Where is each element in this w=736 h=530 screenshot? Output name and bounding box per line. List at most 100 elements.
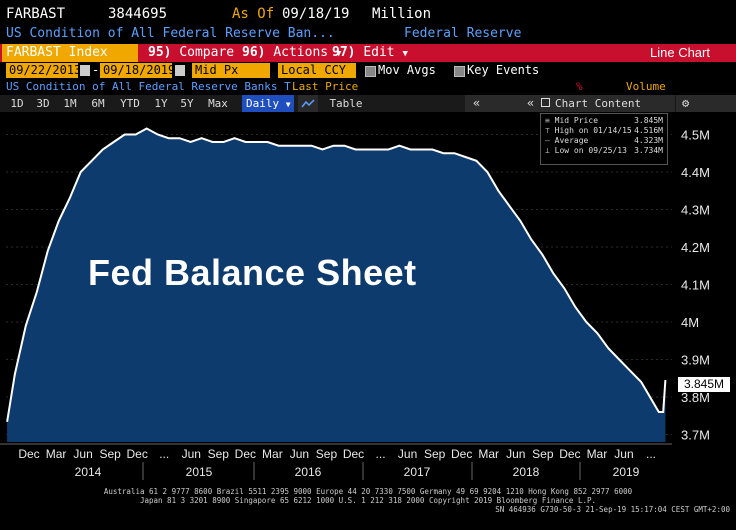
chart-legend: ≡ Mid Price 3.845M ⊤ High on 01/14/15 4.51… bbox=[540, 113, 668, 165]
edit-button[interactable]: 97) Edit ▼ bbox=[332, 44, 408, 62]
volume-label: Volume bbox=[626, 80, 666, 93]
y-axis: 3.7M 3.8M 3.9M 4M 4.1M 4.2M 4.3M 4.4M 4.5M bbox=[681, 128, 710, 443]
footer-session: SN 464936 G730-50-3 21-Sep-19 15:17:04 C… bbox=[495, 505, 730, 514]
key-events-label: Key Events bbox=[467, 63, 540, 77]
range-3d[interactable]: 3D bbox=[36, 97, 50, 110]
year-label: 2015 bbox=[186, 465, 213, 479]
start-date-field[interactable]: 09/22/2013 bbox=[6, 63, 81, 78]
series-description: US Condition of All Federal Reserve Bank… bbox=[6, 80, 311, 93]
frequency-dropdown-icon: ▼ bbox=[285, 100, 291, 109]
chart-overlay-title: Fed Balance Sheet bbox=[88, 252, 417, 293]
mov-avgs-checkbox[interactable] bbox=[365, 66, 376, 77]
x-tick-label: Jun bbox=[506, 447, 525, 461]
line-chart-icon[interactable] bbox=[298, 95, 318, 112]
controls-row: 09/22/2013 - 09/18/2019 Mid Px Local CCY… bbox=[0, 63, 736, 79]
x-tick-label: Sep bbox=[316, 447, 338, 461]
legend-low-value: 3.734M bbox=[634, 146, 663, 155]
collapse-left-icon[interactable]: « bbox=[473, 96, 481, 110]
chart-content-bar[interactable]: « « Chart Content bbox=[465, 95, 675, 112]
legend-high-value: 4.516M bbox=[634, 126, 663, 135]
y-tick-label: 4.1M bbox=[681, 278, 710, 293]
range-5y[interactable]: 5Y bbox=[180, 97, 194, 110]
legend-mid-price: ≡ Mid Price 3.845M bbox=[545, 116, 663, 125]
actions-dropdown-icon: ▼ bbox=[335, 49, 342, 59]
start-calendar-icon[interactable] bbox=[80, 65, 90, 76]
view-title: Line Chart bbox=[650, 45, 710, 60]
currency-select[interactable]: Local CCY bbox=[278, 63, 356, 78]
x-tick-label: Jun bbox=[182, 447, 201, 461]
legend-average-value: 4.323M bbox=[634, 136, 663, 145]
year-label: 2014 bbox=[75, 465, 102, 479]
y-tick-label: 4.5M bbox=[681, 128, 710, 143]
compare-button[interactable]: 95) Compare bbox=[148, 44, 234, 62]
date-separator: - bbox=[92, 63, 100, 77]
x-tick-label: Dec bbox=[559, 447, 580, 461]
x-tick-label: Jun bbox=[614, 447, 633, 461]
legend-average-label: Average bbox=[554, 136, 589, 145]
range-1y[interactable]: 1Y bbox=[154, 97, 168, 110]
y-tick-label: 3.7M bbox=[681, 428, 710, 443]
description-row: US Condition of All Federal Reserve Ban.… bbox=[0, 25, 736, 43]
x-tick-label: ... bbox=[376, 447, 386, 461]
y-tick-label: 4.2M bbox=[681, 240, 710, 255]
percent-label: % bbox=[576, 80, 583, 93]
x-tick-label: Mar bbox=[46, 447, 67, 461]
x-tick-label: Dec bbox=[343, 447, 364, 461]
edit-label: Edit bbox=[363, 45, 395, 60]
legend-average: — Average 4.323M bbox=[545, 136, 663, 145]
info-row: US Condition of All Federal Reserve Bank… bbox=[0, 80, 736, 94]
range-1d[interactable]: 1D bbox=[10, 97, 24, 110]
gear-icon[interactable]: ⚙ bbox=[682, 96, 690, 110]
actions-button[interactable]: 96) Actions ▼ bbox=[242, 44, 341, 62]
range-max[interactable]: Max bbox=[208, 97, 228, 110]
security-field[interactable]: FARBAST Index bbox=[2, 44, 138, 62]
x-tick-label: Dec bbox=[18, 447, 39, 461]
price-field-select[interactable]: Mid Px bbox=[192, 63, 270, 78]
chart-content-icon bbox=[541, 98, 550, 107]
edit-number: 97) bbox=[332, 45, 356, 60]
asof-date: 09/18/19 bbox=[282, 6, 350, 22]
unit-label: Million bbox=[372, 6, 432, 22]
x-tick-label: ... bbox=[646, 447, 656, 461]
collapse-right-icon[interactable]: « bbox=[527, 96, 535, 110]
security-description: US Condition of All Federal Reserve Ban.… bbox=[6, 26, 335, 41]
legend-low: ⊥ Low on 09/25/13 3.734M bbox=[545, 146, 663, 155]
mov-avgs-label: Mov Avgs bbox=[378, 63, 436, 77]
table-button[interactable]: Table bbox=[329, 97, 363, 110]
series-line bbox=[6, 127, 667, 422]
x-tick-label: Sep bbox=[424, 447, 446, 461]
x-tick-label: Sep bbox=[532, 447, 554, 461]
end-calendar-icon[interactable] bbox=[175, 65, 185, 76]
x-tick-label: Mar bbox=[262, 447, 283, 461]
footer-copyright: Japan 81 3 3201 8900 Singapore 65 6212 1… bbox=[139, 496, 597, 505]
footer-contacts: Australia 61 2 9777 8600 Brazil 5511 239… bbox=[103, 487, 633, 496]
frequency-label: Daily bbox=[246, 97, 280, 110]
chart-content-label: Chart Content bbox=[555, 97, 642, 110]
year-label: 2017 bbox=[404, 465, 431, 479]
frequency-select[interactable]: Daily ▼ bbox=[242, 95, 294, 112]
x-tick-label: Dec bbox=[127, 447, 148, 461]
settings-area: ⚙ bbox=[676, 95, 736, 112]
year-label: 2018 bbox=[513, 465, 540, 479]
currency-dropdown-icon[interactable] bbox=[346, 65, 356, 76]
legend-high: ⊤ High on 01/14/15 4.516M bbox=[545, 126, 663, 135]
key-events-checkbox[interactable] bbox=[454, 66, 465, 77]
x-tick-label: ... bbox=[159, 447, 169, 461]
last-price-label: Last Price bbox=[292, 80, 359, 93]
range-toolbar: 1D 3D 1M 6M YTD 1Y 5Y Max Daily ▼ Table … bbox=[0, 95, 736, 112]
menu-bar: FARBAST Index 95) Compare 96) Actions ▼ … bbox=[0, 44, 736, 62]
legend-high-label: High on 01/14/15 bbox=[554, 126, 632, 135]
end-date-field[interactable]: 09/18/2019 bbox=[100, 63, 175, 78]
actions-label: Actions bbox=[273, 45, 329, 60]
compare-number: 95) bbox=[148, 45, 172, 60]
range-ytd[interactable]: YTD bbox=[120, 97, 140, 110]
legend-mid-price-label: Mid Price bbox=[554, 116, 599, 125]
y-tick-label: 3.8M bbox=[681, 390, 710, 405]
range-1m[interactable]: 1M bbox=[63, 97, 77, 110]
x-tick-label: Jun bbox=[290, 447, 309, 461]
range-6m[interactable]: 6M bbox=[91, 97, 105, 110]
line-chart: 3.7M 3.8M 3.9M 4M 4.1M 4.2M 4.3M 4.4M 4.5M Dec Ma… bbox=[0, 127, 710, 480]
legend-low-label: Low on 09/25/13 bbox=[554, 146, 627, 155]
header-row: FARBAST 3844695 As Of 09/18/19 Million bbox=[0, 4, 736, 24]
edit-dropdown-icon: ▼ bbox=[402, 49, 408, 59]
